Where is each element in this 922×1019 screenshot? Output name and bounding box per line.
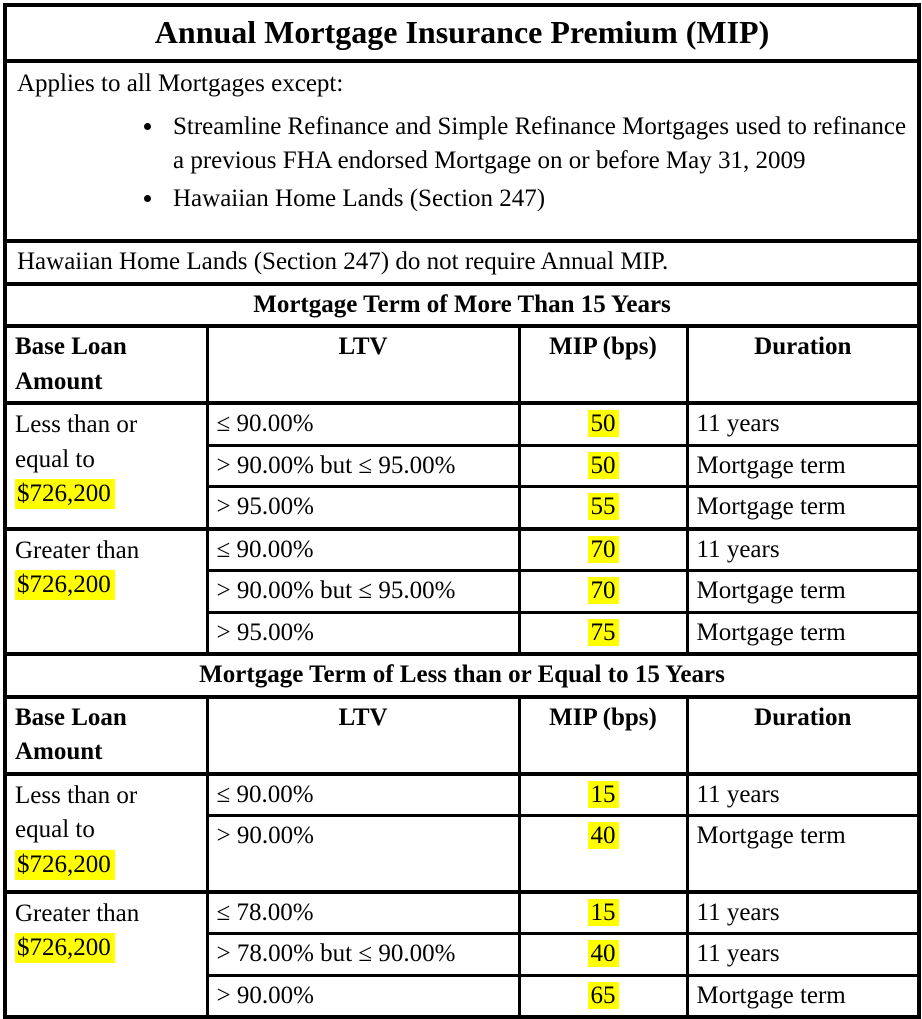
mip-value-highlight: 65 xyxy=(587,981,619,1009)
mip-value-highlight: 75 xyxy=(587,618,619,646)
base-amount-label: Less than or equal to xyxy=(15,781,138,844)
base-amount-cell: Greater than $726,200 xyxy=(3,527,209,657)
mip-value-highlight: 55 xyxy=(587,493,619,521)
column-header-ltv: LTV xyxy=(205,695,521,776)
table-row: > 95.00% 55 Mortgage term xyxy=(5,485,921,531)
mip-value-highlight: 15 xyxy=(587,898,619,926)
table-row: Less than or equal to $726,200 ≤ 90.00% … xyxy=(3,401,921,531)
mip-cell: 15 xyxy=(517,772,689,818)
table-row: > 90.00% 40 Mortgage term xyxy=(5,814,921,894)
duration-cell: 11 years xyxy=(685,890,921,936)
ltv-cell: ≤ 90.00% xyxy=(205,772,521,818)
ltv-cell: > 90.00% but ≤ 95.00% xyxy=(205,443,521,489)
ltv-cell: > 95.00% xyxy=(205,610,521,657)
mip-cell: 70 xyxy=(517,527,689,573)
mip-value-highlight: 70 xyxy=(587,577,619,605)
duration-cell: Mortgage term xyxy=(685,814,921,894)
mip-value-highlight: 70 xyxy=(587,535,619,563)
ltv-cell: ≤ 90.00% xyxy=(205,527,521,573)
ltv-cell: > 95.00% xyxy=(205,485,521,531)
column-header-row: Base Loan Amount LTV MIP (bps) Duration xyxy=(3,324,921,406)
table-row: > 95.00% 75 Mortgage term xyxy=(5,610,921,657)
mip-value-highlight: 50 xyxy=(587,410,619,438)
base-amount-highlight: $726,200 xyxy=(15,849,115,880)
duration-cell: 11 years xyxy=(685,401,921,447)
exceptions-list: Streamline Refinance and Simple Refinanc… xyxy=(17,110,907,217)
column-header-base: Base Loan Amount xyxy=(3,324,209,406)
column-header-duration: Duration xyxy=(685,695,921,776)
base-amount-highlight: $726,200 xyxy=(15,570,115,601)
page-title: Annual Mortgage Insurance Premium (MIP) xyxy=(3,3,921,64)
column-header-duration: Duration xyxy=(685,324,921,406)
base-amount-label: Greater than xyxy=(15,536,140,564)
base-amount-cell: Less than or equal to $726,200 xyxy=(3,772,209,894)
mip-cell: 15 xyxy=(517,890,689,936)
column-header-mip: MIP (bps) xyxy=(517,324,689,406)
section-header-row: Mortgage Term of Less than or Equal to 1… xyxy=(3,652,921,699)
column-header-ltv: LTV xyxy=(205,324,521,406)
mip-cell: 65 xyxy=(517,973,689,1019)
table-row: > 78.00% but ≤ 90.00% 40 11 years xyxy=(5,932,921,977)
base-amount-highlight: $726,200 xyxy=(15,933,115,964)
duration-cell: 11 years xyxy=(685,772,921,818)
duration-cell: Mortgage term xyxy=(685,610,921,657)
table-row: Less than or equal to $726,200 ≤ 90.00% … xyxy=(3,772,921,894)
note-row: Hawaiian Home Lands (Section 247) do not… xyxy=(3,239,921,286)
mip-cell: 50 xyxy=(517,443,689,489)
base-amount-highlight: $726,200 xyxy=(15,479,115,510)
section-header: Mortgage Term of More Than 15 Years xyxy=(3,282,921,329)
note-text: Hawaiian Home Lands (Section 247) do not… xyxy=(3,239,921,286)
mip-table: Annual Mortgage Insurance Premium (MIP) … xyxy=(3,3,922,1019)
mip-cell: 40 xyxy=(517,814,689,894)
document-page: Annual Mortgage Insurance Premium (MIP) … xyxy=(0,0,922,984)
column-header-mip: MIP (bps) xyxy=(517,695,689,776)
column-header-base: Base Loan Amount xyxy=(3,695,209,776)
mip-cell: 40 xyxy=(517,932,689,977)
table-row: Greater than $726,200 ≤ 78.00% 15 11 yea… xyxy=(3,890,921,1019)
exceptions-block: Applies to all Mortgages except: Streaml… xyxy=(3,59,921,244)
section-header-row: Mortgage Term of More Than 15 Years xyxy=(3,282,921,329)
mip-cell: 50 xyxy=(517,401,689,447)
section-header: Mortgage Term of Less than or Equal to 1… xyxy=(3,652,921,699)
ltv-cell: > 78.00% but ≤ 90.00% xyxy=(205,932,521,977)
column-header-row: Base Loan Amount LTV MIP (bps) Duration xyxy=(3,695,921,776)
base-amount-label: Less than or equal to xyxy=(15,411,138,473)
exceptions-intro: Applies to all Mortgages except: xyxy=(17,70,344,98)
base-amount-cell: Less than or equal to $726,200 xyxy=(3,401,209,531)
duration-cell: Mortgage term xyxy=(685,443,921,489)
duration-cell: Mortgage term xyxy=(685,569,921,614)
mip-value-highlight: 40 xyxy=(587,940,619,968)
mip-value-highlight: 50 xyxy=(587,451,619,479)
ltv-cell: > 90.00% but ≤ 95.00% xyxy=(205,569,521,614)
ltv-cell: > 90.00% xyxy=(205,973,521,1019)
ltv-cell: ≤ 90.00% xyxy=(205,401,521,447)
duration-cell: 11 years xyxy=(685,932,921,977)
mip-value-highlight: 40 xyxy=(587,822,619,850)
exceptions-row: Applies to all Mortgages except: Streaml… xyxy=(3,59,921,244)
table-row: Greater than $726,200 ≤ 90.00% 70 11 yea… xyxy=(3,527,921,657)
duration-cell: Mortgage term xyxy=(685,485,921,531)
mip-cell: 75 xyxy=(517,610,689,657)
base-amount-label: Greater than xyxy=(15,899,140,927)
table-row: > 90.00% but ≤ 95.00% 70 Mortgage term xyxy=(5,569,921,614)
mip-cell: 55 xyxy=(517,485,689,531)
duration-cell: Mortgage term xyxy=(685,973,921,1019)
mip-cell: 70 xyxy=(517,569,689,614)
exception-item: Hawaiian Home Lands (Section 247) xyxy=(165,182,907,217)
title-row: Annual Mortgage Insurance Premium (MIP) xyxy=(3,3,921,64)
base-amount-cell: Greater than $726,200 xyxy=(3,890,209,1019)
ltv-cell: ≤ 78.00% xyxy=(205,890,521,936)
exception-item: Streamline Refinance and Simple Refinanc… xyxy=(165,110,907,179)
duration-cell: 11 years xyxy=(685,527,921,573)
mip-value-highlight: 15 xyxy=(587,780,619,808)
table-row: > 90.00% but ≤ 95.00% 50 Mortgage term xyxy=(5,443,921,489)
ltv-cell: > 90.00% xyxy=(205,814,521,894)
